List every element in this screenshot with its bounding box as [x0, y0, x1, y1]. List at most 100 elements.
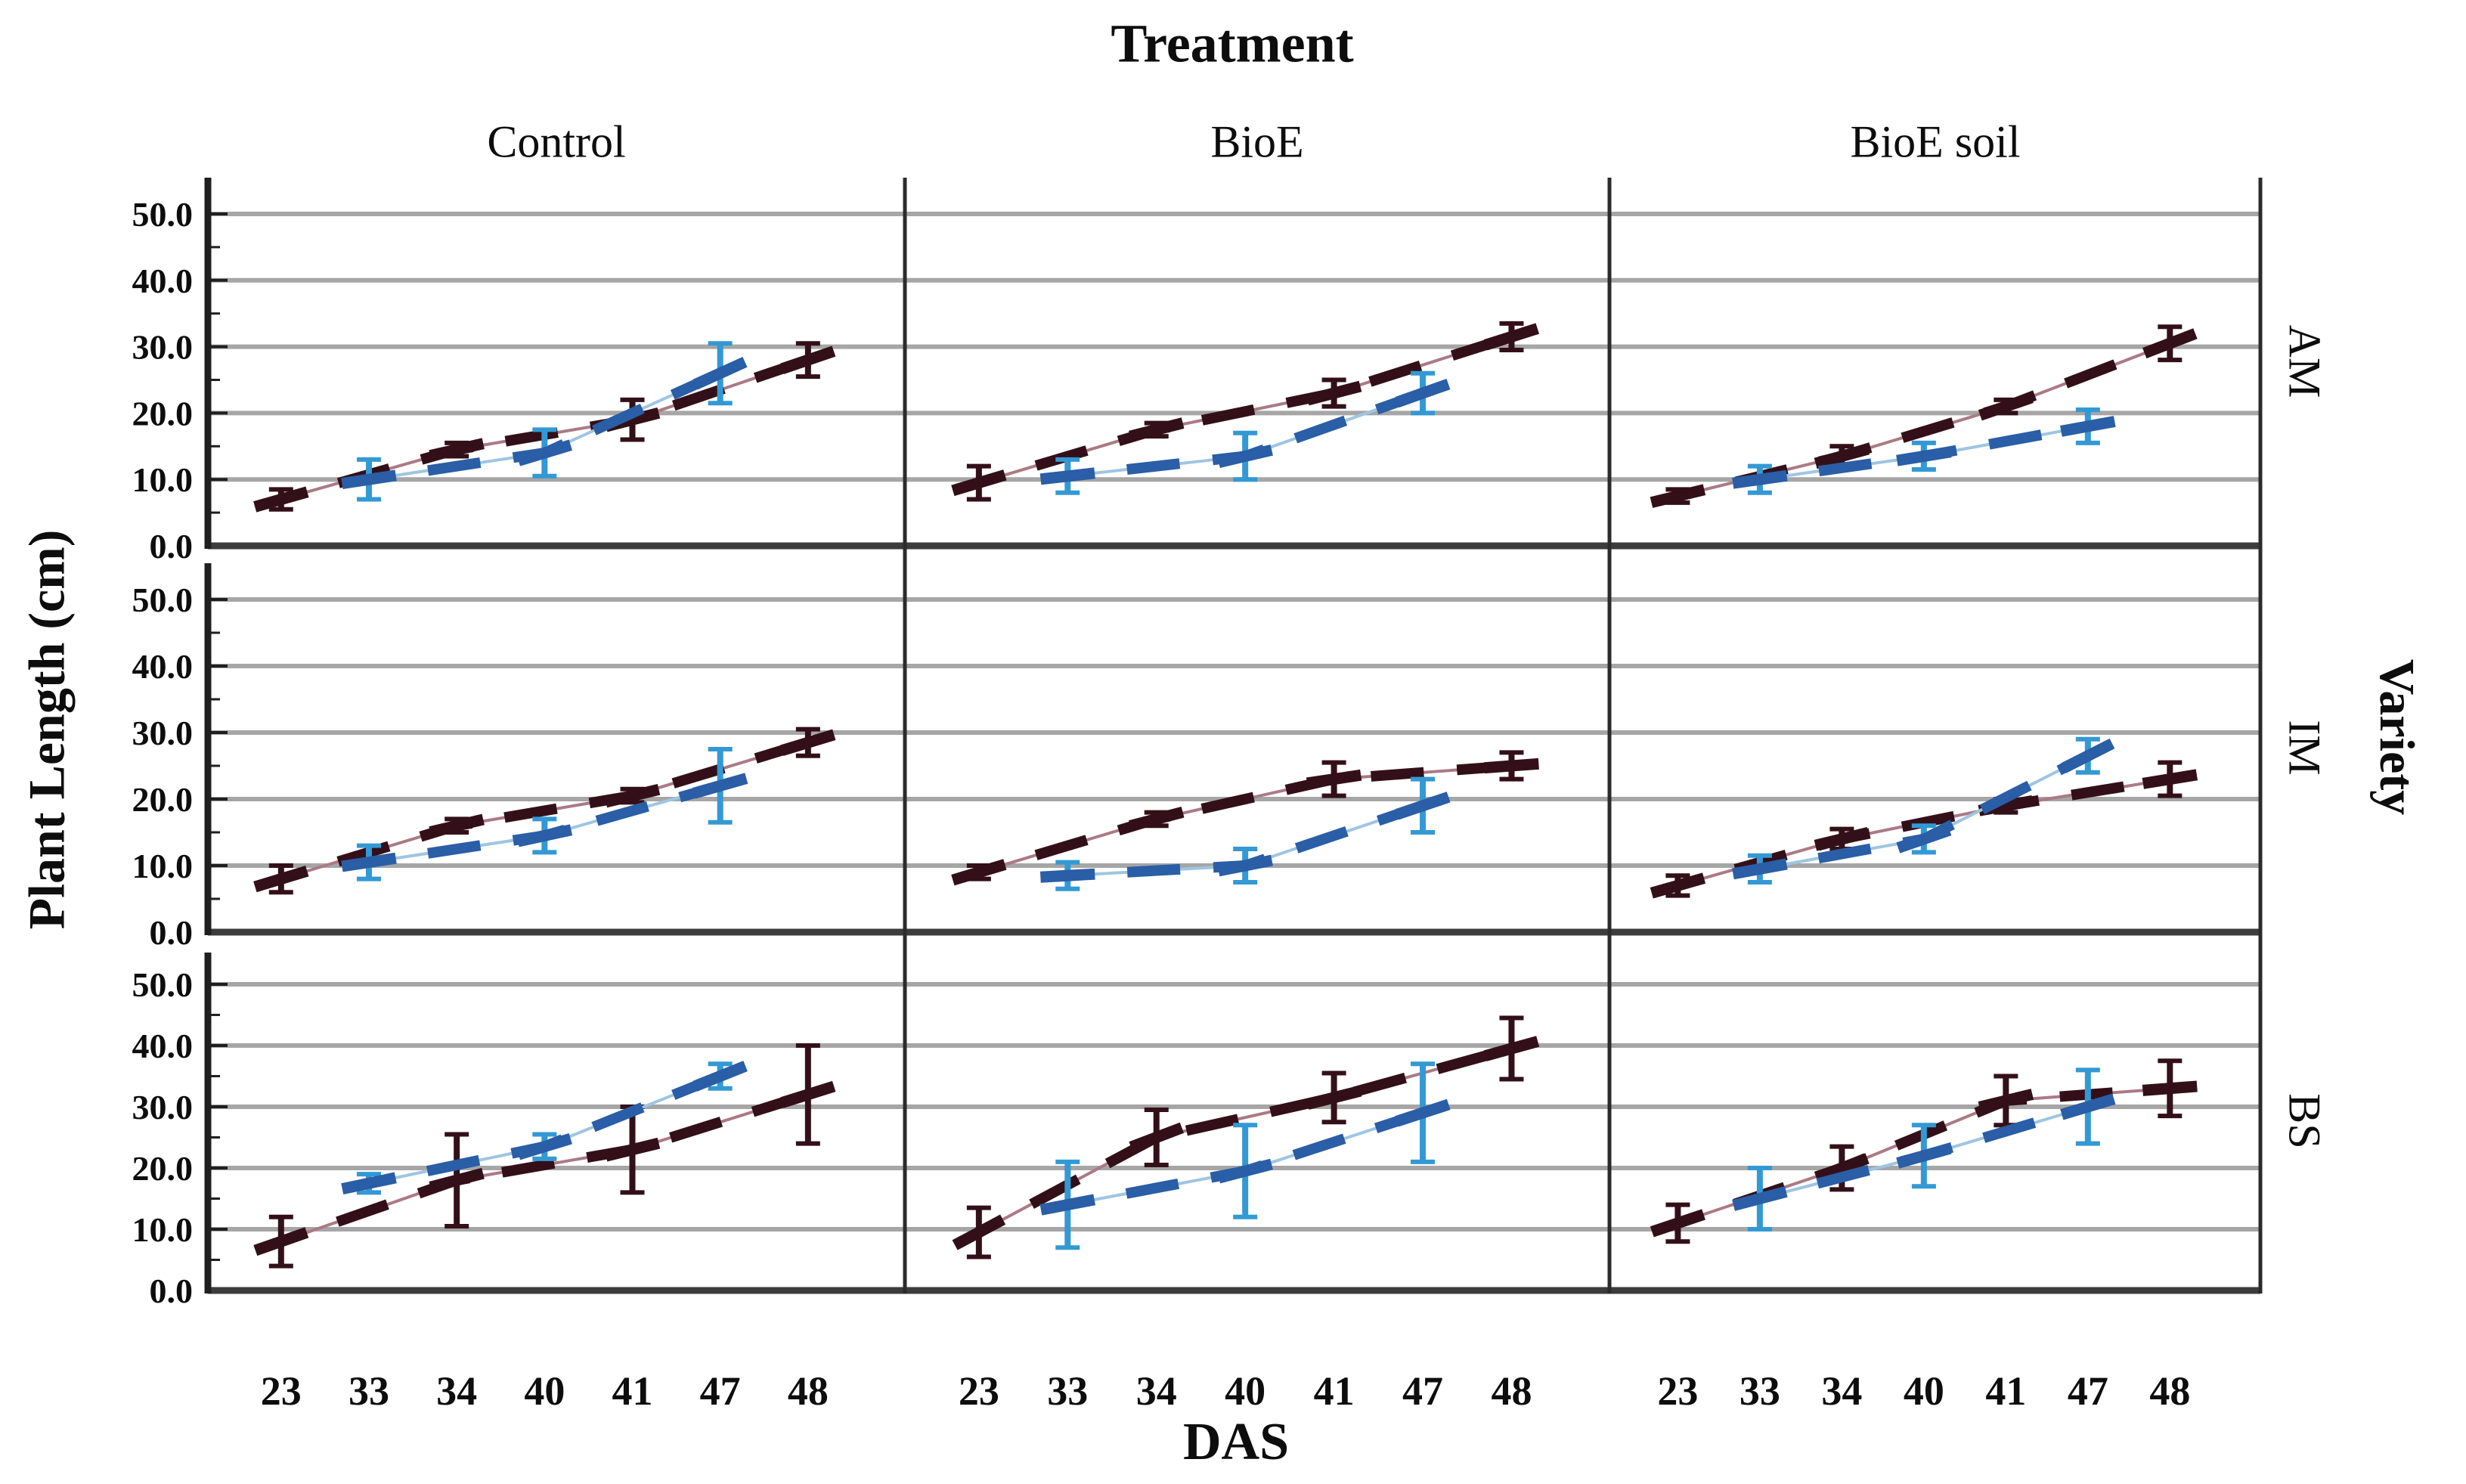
x-tick-label: 41: [612, 1368, 652, 1414]
point-marker-dash: [780, 1080, 836, 1108]
point-marker-dash: [2142, 1080, 2198, 1096]
point-marker-dash: [780, 729, 836, 756]
x-tick-label: 47: [1402, 1368, 1443, 1414]
point-marker-dash: [1129, 1122, 1185, 1153]
point-marker-dash: [1732, 1186, 1788, 1211]
point-marker-dash: [1483, 323, 1540, 351]
series-dashed-line: [977, 331, 1513, 488]
x-tick-label: 34: [436, 1368, 477, 1414]
point-marker-dash: [1650, 872, 1706, 899]
point-marker-dash: [2061, 738, 2115, 773]
point-marker-dash: [1306, 769, 1362, 789]
y-tick-label: 10.0: [132, 460, 194, 499]
y-tick-label: 40.0: [132, 1027, 194, 1065]
point-marker-dash: [516, 824, 573, 847]
point-marker-dash: [1814, 443, 1870, 469]
point-marker-dash: [951, 859, 1007, 886]
x-tick-label: 23: [261, 1368, 302, 1414]
col-label-bioe: BioE: [1210, 116, 1304, 167]
row-label-bs: BS: [2279, 1093, 2330, 1149]
col-facet-title: Treatment: [1111, 13, 1354, 74]
x-tick-label: 41: [1314, 1368, 1355, 1414]
point-marker-dash: [429, 438, 485, 461]
y-tick-label: 20.0: [132, 1149, 194, 1188]
point-marker-dash: [1395, 792, 1451, 820]
point-marker-dash: [341, 852, 397, 872]
point-marker-dash: [1814, 827, 1870, 851]
y-tick-label: 0.0: [150, 913, 194, 952]
point-marker-dash: [1978, 1089, 2034, 1113]
y-tick-label: 30.0: [132, 1088, 194, 1126]
point-marker-dash: [1306, 1085, 1362, 1110]
point-marker-dash: [516, 439, 572, 466]
point-marker-dash: [1217, 1158, 1273, 1184]
point-marker-dash: [780, 345, 836, 374]
col-label-bioe-soil: BioE soil: [1850, 116, 2021, 167]
point-marker-dash: [951, 469, 1007, 497]
y-tick-label: 30.0: [132, 714, 194, 752]
point-marker-dash: [1217, 854, 1273, 877]
point-marker-dash: [1978, 392, 2034, 421]
point-marker-dash: [1217, 444, 1273, 468]
y-tick-label: 10.0: [132, 1210, 194, 1249]
x-tick-label: 40: [1225, 1368, 1266, 1414]
x-tick-label: 40: [1904, 1368, 1944, 1414]
point-marker-dash: [1896, 446, 1952, 466]
point-marker-dash: [341, 1172, 397, 1194]
x-tick-label: 48: [1491, 1368, 1532, 1414]
point-marker-dash: [1128, 807, 1185, 832]
y-tick-label: 50.0: [132, 581, 194, 619]
point-marker-dash: [604, 1137, 661, 1162]
point-marker-dash: [253, 486, 309, 513]
point-marker-dash: [1732, 469, 1788, 489]
y-tick-label: 10.0: [132, 847, 194, 885]
point-marker-dash: [1039, 868, 1095, 883]
point-marker-dash: [1896, 1142, 1952, 1169]
y-tick-label: 40.0: [132, 647, 194, 686]
y-tick-label: 40.0: [132, 262, 194, 300]
y-tick-label: 30.0: [132, 328, 194, 367]
x-tick-label: 41: [1985, 1368, 2026, 1414]
point-marker-dash: [253, 1227, 309, 1256]
point-marker-dash: [1896, 824, 1952, 854]
point-marker-dash: [2142, 769, 2198, 789]
point-marker-dash: [1650, 1209, 1705, 1238]
x-tick-label: 47: [700, 1368, 741, 1414]
x-tick-label: 48: [2149, 1368, 2190, 1414]
point-marker-dash: [1128, 417, 1185, 442]
y-tick-label: 20.0: [132, 780, 194, 819]
series-dashed-line: [279, 1089, 810, 1247]
y-tick-label: 0.0: [150, 527, 194, 565]
x-axis-label: DAS: [1182, 1413, 1290, 1471]
point-marker-dash: [1306, 380, 1362, 406]
point-marker-dash: [1039, 1194, 1096, 1216]
point-marker-dash: [692, 357, 748, 390]
y-tick-label: 0.0: [150, 1272, 194, 1310]
x-tick-label: 40: [524, 1368, 565, 1414]
point-marker-dash: [2142, 328, 2198, 359]
point-marker-dash: [1039, 467, 1095, 485]
series-dashed-line: [977, 761, 1512, 878]
point-marker-dash: [253, 865, 309, 893]
y-tick-label: 50.0: [132, 965, 194, 1004]
x-tick-label: 34: [1821, 1368, 1862, 1414]
point-marker-dash: [604, 784, 661, 808]
point-marker-dash: [1650, 484, 1706, 508]
point-marker-dash: [1732, 858, 1788, 880]
point-marker-dash: [1395, 1098, 1451, 1127]
point-marker-dash: [1483, 757, 1539, 774]
x-tick-label: 33: [1740, 1368, 1780, 1414]
point-marker-dash: [692, 773, 748, 799]
x-tick-label: 33: [349, 1368, 389, 1414]
x-tick-label: 33: [1047, 1368, 1088, 1414]
y-axis-label: Plant Length (cm): [17, 529, 76, 930]
x-tick-label: 48: [788, 1368, 829, 1414]
y-tick-label: 50.0: [132, 195, 194, 234]
col-label-control: Control: [487, 116, 626, 167]
row-facet-title: Variety: [2369, 658, 2424, 816]
point-marker-dash: [516, 1132, 572, 1160]
row-label-im: IM: [2279, 720, 2330, 776]
y-tick-label: 20.0: [132, 394, 194, 432]
